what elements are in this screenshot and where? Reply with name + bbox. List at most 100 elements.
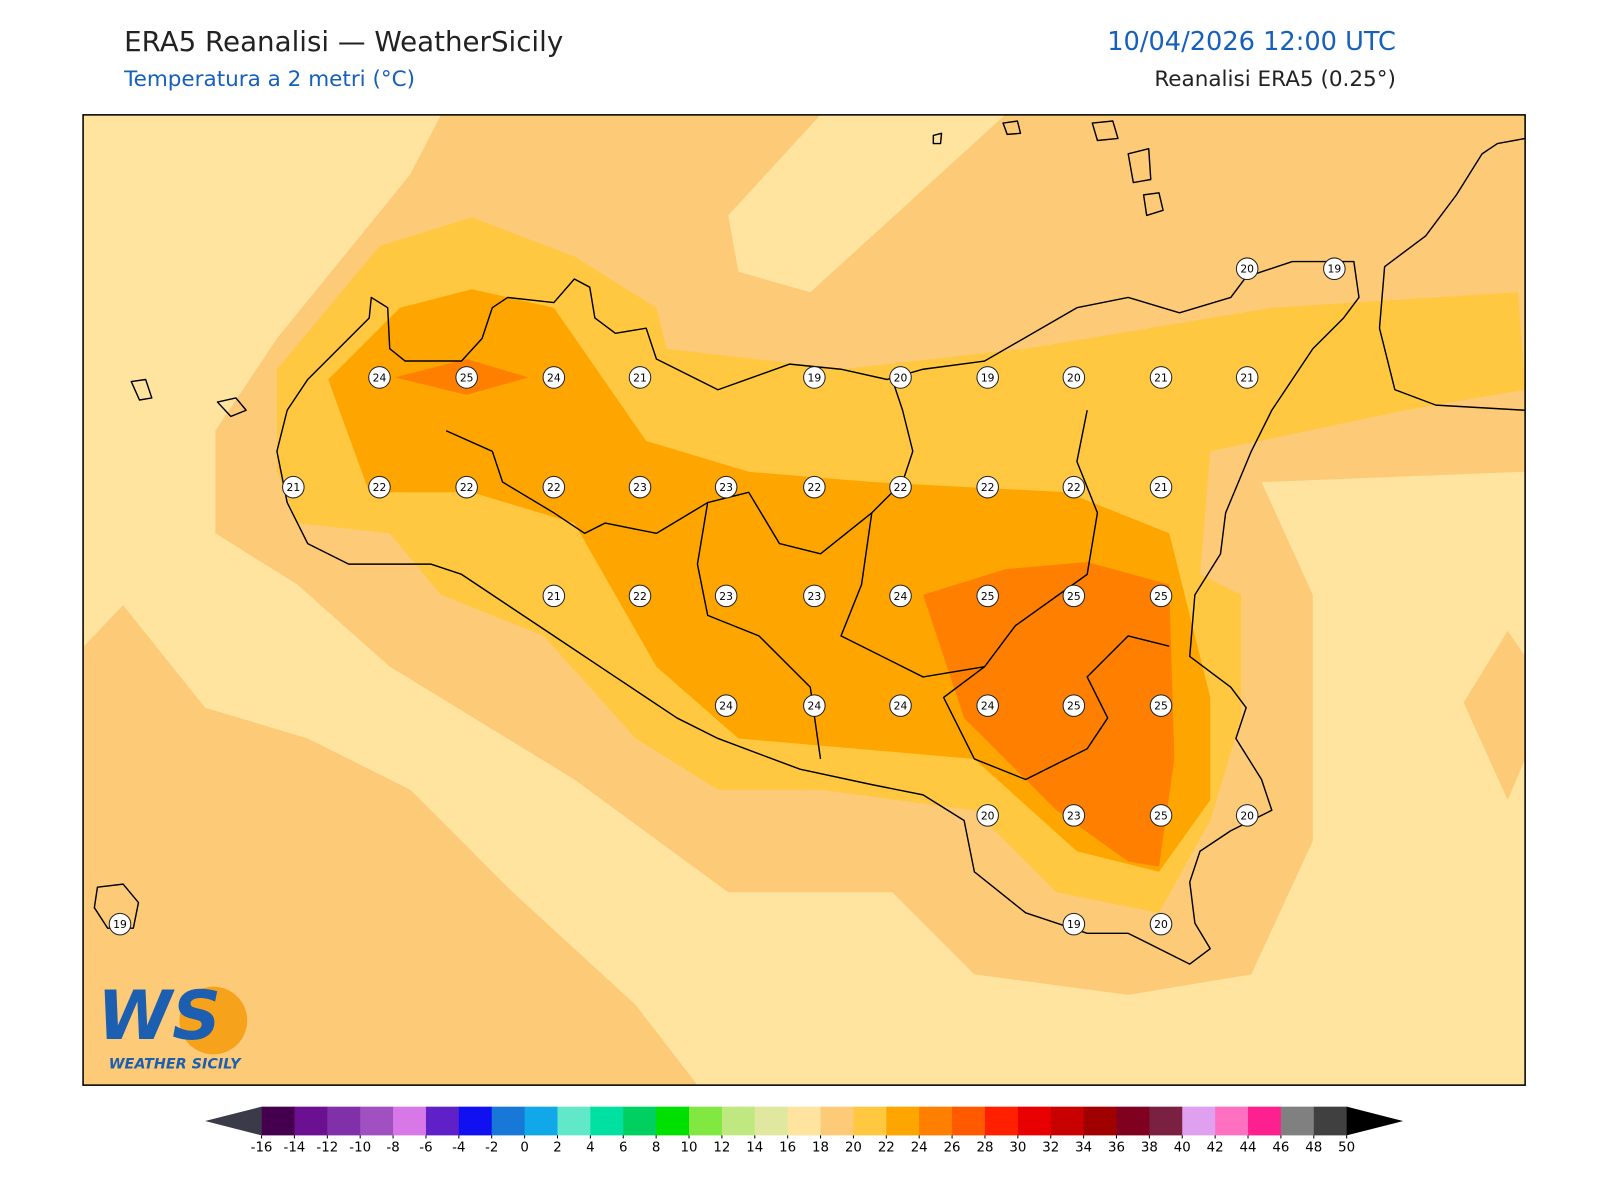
- station-marker: [1149, 694, 1173, 717]
- station-marker: [368, 366, 391, 389]
- station-marker: [889, 584, 912, 608]
- colorbar-tick-label: 16: [779, 1141, 796, 1156]
- colorbar-tick-label: 28: [976, 1141, 993, 1156]
- station-value: 24: [547, 371, 561, 384]
- station-value: 19: [113, 918, 127, 931]
- station: 25: [455, 366, 478, 389]
- station: 20: [889, 366, 912, 389]
- colorbar-segment: [1083, 1106, 1118, 1136]
- colorbar-tick-label: 0: [520, 1141, 528, 1156]
- station-value: 20: [894, 371, 908, 384]
- colorbar-tick-label: -6: [419, 1141, 432, 1156]
- station: 20: [1149, 912, 1173, 936]
- field-18-20: [84, 605, 698, 1086]
- station: 21: [282, 475, 305, 499]
- station-value: 25: [1067, 700, 1081, 713]
- colorbar-tick-label: 24: [911, 1141, 928, 1156]
- colorbar-segment: [689, 1106, 723, 1136]
- colorbar-segment: [1280, 1106, 1315, 1136]
- station: 20: [1235, 804, 1259, 827]
- colorbar-tick-label: -16: [251, 1141, 273, 1156]
- colorbar-tick-label: 12: [713, 1141, 730, 1156]
- station: 25: [1149, 584, 1173, 608]
- station: 19: [976, 366, 999, 389]
- station-value: 23: [808, 590, 822, 603]
- station: 22: [542, 475, 566, 499]
- station: 21: [1235, 366, 1259, 389]
- station-value: 22: [1067, 481, 1081, 494]
- station-value: 20: [1240, 263, 1254, 276]
- station-labels: 20 19 24 25 24 21 19 20 19 20 21 21 21 22 22 22 23 23 22 22…: [108, 257, 1346, 936]
- station-marker: [976, 475, 999, 499]
- station-value: 25: [1067, 590, 1081, 603]
- colorbar-segment: [393, 1106, 427, 1136]
- subtitle: Temperatura a 2 metri (°C): [123, 67, 415, 92]
- station-value: 24: [894, 590, 908, 603]
- station-value: 24: [894, 700, 908, 713]
- colorbar-segment: [590, 1106, 624, 1136]
- station-marker: [889, 694, 912, 717]
- station-marker: [1149, 804, 1173, 827]
- station: 23: [714, 475, 738, 499]
- colorbar-tick-label: -4: [452, 1141, 465, 1156]
- station-marker: [628, 366, 652, 389]
- station-value: 20: [1067, 371, 1081, 384]
- station: 22: [889, 475, 912, 499]
- colorbar-segment: [524, 1106, 558, 1136]
- colorbar-tick-label: 8: [652, 1141, 660, 1156]
- station: 20: [976, 804, 999, 827]
- station-value: 19: [1328, 263, 1342, 276]
- station-value: 20: [1154, 918, 1168, 931]
- station-value: 21: [633, 371, 647, 384]
- field-18-20: [1463, 630, 1526, 800]
- colorbar-tick-label: 10: [681, 1141, 698, 1156]
- station-marker: [1149, 912, 1173, 936]
- datetime: 10/04/2026 12:00 UTC: [1107, 27, 1396, 57]
- colorbar-tick-label: 14: [746, 1141, 763, 1156]
- station: 22: [628, 584, 652, 608]
- station-marker: [976, 366, 999, 389]
- station-marker: [714, 694, 738, 717]
- colorbar-tick-label: 20: [845, 1141, 862, 1156]
- colorbar-tick-label: 48: [1305, 1141, 1322, 1156]
- station-value: 24: [719, 700, 733, 713]
- colorbar-segment: [1149, 1106, 1183, 1136]
- islands: [93, 120, 1164, 929]
- station-marker: [542, 584, 566, 608]
- logo-mark: WS: [97, 976, 220, 1055]
- station-marker: [1062, 475, 1086, 499]
- logo: WS WEATHER SICILY: [97, 976, 248, 1073]
- station-marker: [1062, 912, 1086, 936]
- colorbar-tick-label: 22: [878, 1141, 895, 1156]
- station-marker: [1149, 366, 1173, 389]
- colorbar-tick-label: 26: [944, 1141, 961, 1156]
- station-marker: [714, 584, 738, 608]
- station: 22: [455, 475, 478, 499]
- station-value: 22: [894, 481, 908, 494]
- station-marker: [282, 475, 305, 499]
- station-value: 21: [1154, 371, 1168, 384]
- station-marker: [803, 475, 826, 499]
- station: 19: [803, 366, 826, 389]
- station: 25: [1062, 584, 1086, 608]
- station-marker: [1062, 804, 1086, 827]
- station-value: 19: [1067, 918, 1081, 931]
- title: ERA5 Reanalisi — WeatherSicily: [124, 25, 563, 58]
- colorbar-segment: [327, 1106, 361, 1136]
- station-marker: [889, 475, 912, 499]
- station-marker: [1149, 584, 1173, 608]
- station-marker: [1062, 694, 1086, 717]
- station-marker: [889, 366, 912, 389]
- station-value: 20: [1240, 809, 1254, 822]
- station: 19: [1062, 912, 1086, 936]
- colorbar-segment: [1182, 1106, 1216, 1136]
- logo-name: WEATHER SICILY: [109, 1057, 242, 1073]
- station-value: 23: [719, 481, 733, 494]
- colorbar-tick-label: 2: [553, 1141, 561, 1156]
- station: 25: [1149, 694, 1173, 717]
- station: 19: [1323, 257, 1346, 280]
- colorbar-tick-label: 40: [1174, 1141, 1191, 1156]
- station-marker: [542, 475, 566, 499]
- colorbar-tick-label: -2: [485, 1141, 498, 1156]
- station: 24: [542, 366, 566, 389]
